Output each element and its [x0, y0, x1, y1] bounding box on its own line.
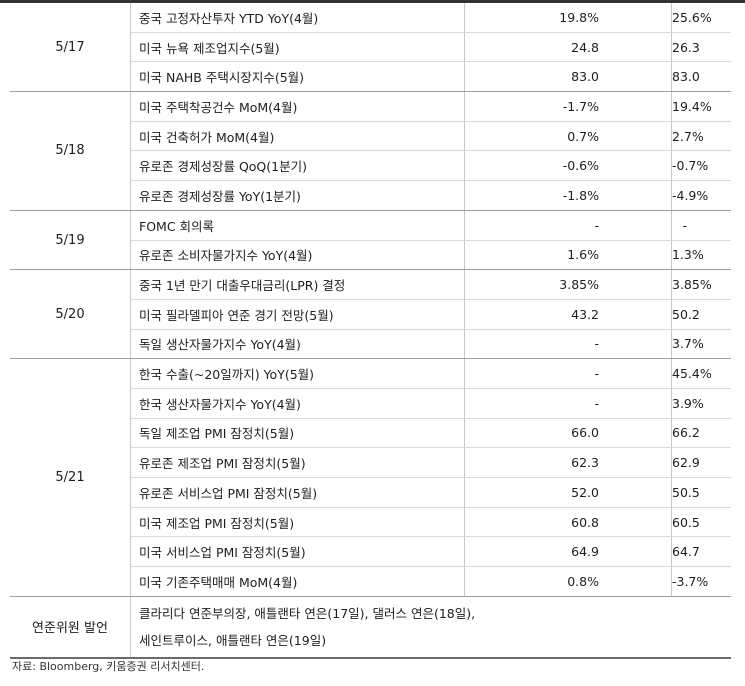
indicator-cell: 미국 주택착공건수 MoM(4월)	[130, 91, 465, 122]
date-cell: 5/18	[10, 91, 131, 211]
table-row: 미국 NAHB 주택시장지수(5월) 83.0 83.0	[10, 61, 731, 93]
table-row: 미국 제조업 PMI 잠정치(5월) 60.8 60.5	[10, 507, 731, 538]
previous-cell: -	[464, 329, 672, 360]
top-rule	[0, 0, 745, 3]
consensus-cell: -0.7%	[671, 150, 731, 182]
table-row: 독일 생산자물가지수 YoY(4월) - 3.7%	[10, 329, 731, 360]
table-row: 5/21 한국 수출(~20일까지) YoY(5월) - 45.4%	[10, 358, 731, 597]
table-row: 5/18 미국 주택착공건수 MoM(4월) -1.7% 19.4%	[10, 91, 731, 211]
date-cell: 5/21	[10, 358, 131, 597]
table-row: 유로존 제조업 PMI 잠정치(5월) 62.3 62.9	[10, 447, 731, 478]
indicator-cell: 유로존 경제성장률 QoQ(1분기)	[130, 150, 465, 182]
previous-cell: 19.8%	[464, 3, 672, 33]
consensus-cell: 3.7%	[671, 329, 731, 360]
table-row: 미국 건축허가 MoM(4월) 0.7% 2.7%	[10, 121, 731, 152]
consensus-cell: 3.85%	[671, 269, 731, 300]
previous-cell: 66.0	[464, 418, 672, 449]
indicator-cell: 미국 건축허가 MoM(4월)	[130, 121, 465, 152]
indicator-cell: 한국 수출(~20일까지) YoY(5월)	[130, 358, 465, 389]
table-row: 미국 뉴욕 제조업지수(5월) 24.8 26.3	[10, 32, 731, 63]
consensus-cell: 83.0	[671, 61, 731, 93]
previous-cell: 83.0	[464, 61, 672, 93]
table-row: 유로존 경제성장률 YoY(1분기) -1.8% -4.9%	[10, 180, 731, 211]
table-row: 한국 생산자물가지수 YoY(4월) - 3.9%	[10, 388, 731, 419]
indicator-cell: 유로존 소비자물가지수 YoY(4월)	[130, 240, 465, 271]
table-row: 독일 제조업 PMI 잠정치(5월) 66.0 66.2	[10, 418, 731, 449]
indicator-cell: 미국 뉴욕 제조업지수(5월)	[130, 32, 465, 63]
indicator-cell: 독일 제조업 PMI 잠정치(5월)	[130, 418, 465, 449]
indicator-cell: 미국 NAHB 주택시장지수(5월)	[130, 61, 465, 93]
indicator-cell: 미국 필라델피아 연준 경기 전망(5월)	[130, 299, 465, 330]
previous-cell: -0.6%	[464, 150, 672, 182]
source-note: 자료: Bloomberg, 키움증권 리서치센터.	[12, 660, 205, 673]
previous-cell: 60.8	[464, 507, 672, 538]
consensus-cell: 19.4%	[671, 91, 731, 122]
fed-speakers-line: 클라리다 연준부의장, 애틀랜타 연은(17일), 댈러스 연은(18일),	[139, 605, 476, 621]
consensus-cell: 60.5	[671, 507, 731, 538]
previous-cell: -1.8%	[464, 180, 672, 211]
consensus-cell: 45.4%	[671, 358, 731, 389]
date-cell: 5/19	[10, 210, 131, 271]
table-row: 5/17 중국 고정자산투자 YTD YoY(4월) 19.8% 25.6%	[10, 3, 731, 93]
date-cell: 5/20	[10, 269, 131, 360]
consensus-cell: -3.7%	[671, 566, 731, 597]
indicator-cell: 유로존 서비스업 PMI 잠정치(5월)	[130, 477, 465, 508]
indicator-cell: 유로존 경제성장률 YoY(1분기)	[130, 180, 465, 211]
previous-cell: 0.8%	[464, 566, 672, 597]
consensus-cell: 3.9%	[671, 388, 731, 419]
indicator-cell: 중국 1년 만기 대출우대금리(LPR) 결정	[130, 269, 465, 300]
fed-speakers-row: 연준위원 발언 클라리다 연준부의장, 애틀랜타 연은(17일), 댈러스 연은…	[10, 596, 731, 659]
previous-cell: 1.6%	[464, 240, 672, 271]
table-row: 5/20 중국 1년 만기 대출우대금리(LPR) 결정 3.85% 3.85%	[10, 269, 731, 360]
fed-speakers-line: 세인트루이스, 애틀랜타 연은(19일)	[139, 632, 327, 648]
previous-cell: 62.3	[464, 447, 672, 478]
fed-speakers-label: 연준위원 발언	[10, 596, 131, 659]
previous-cell: -	[464, 388, 672, 419]
table-row: 미국 필라델피아 연준 경기 전망(5월) 43.2 50.2	[10, 299, 731, 330]
previous-cell: -	[464, 358, 672, 389]
previous-cell: 52.0	[464, 477, 672, 508]
table-row: 유로존 서비스업 PMI 잠정치(5월) 52.0 50.5	[10, 477, 731, 508]
date-cell: 5/17	[10, 3, 131, 93]
indicator-cell: 중국 고정자산투자 YTD YoY(4월)	[130, 3, 465, 33]
previous-cell: 3.85%	[464, 269, 672, 300]
table-row: 미국 기존주택매매 MoM(4월) 0.8% -3.7%	[10, 566, 731, 597]
indicator-cell: 미국 기존주택매매 MoM(4월)	[130, 566, 465, 597]
previous-cell: 0.7%	[464, 121, 672, 152]
previous-cell: -1.7%	[464, 91, 672, 122]
previous-cell: 24.8	[464, 32, 672, 63]
consensus-cell: 66.2	[671, 418, 731, 449]
fed-speakers-text: 클라리다 연준부의장, 애틀랜타 연은(17일), 댈러스 연은(18일), 세…	[130, 596, 731, 659]
previous-cell: 43.2	[464, 299, 672, 330]
consensus-cell: -4.9%	[671, 180, 731, 211]
consensus-cell: -	[671, 210, 731, 241]
consensus-cell: 50.2	[671, 299, 731, 330]
table-row: 유로존 소비자물가지수 YoY(4월) 1.6% 1.3%	[10, 240, 731, 271]
table-row: 미국 서비스업 PMI 잠정치(5월) 64.9 64.7	[10, 536, 731, 568]
table-row: 유로존 경제성장률 QoQ(1분기) -0.6% -0.7%	[10, 150, 731, 182]
previous-cell: -	[464, 210, 672, 241]
consensus-cell: 26.3	[671, 32, 731, 63]
previous-cell: 64.9	[464, 536, 672, 568]
consensus-cell: 25.6%	[671, 3, 731, 33]
consensus-cell: 62.9	[671, 447, 731, 478]
economic-calendar-table: 5/17 중국 고정자산투자 YTD YoY(4월) 19.8% 25.6% 미…	[10, 3, 731, 659]
indicator-cell: 미국 제조업 PMI 잠정치(5월)	[130, 507, 465, 538]
indicator-cell: 독일 생산자물가지수 YoY(4월)	[130, 329, 465, 360]
consensus-cell: 2.7%	[671, 121, 731, 152]
indicator-cell: 유로존 제조업 PMI 잠정치(5월)	[130, 447, 465, 478]
indicator-cell: 미국 서비스업 PMI 잠정치(5월)	[130, 536, 465, 568]
indicator-cell: 한국 생산자물가지수 YoY(4월)	[130, 388, 465, 419]
consensus-cell: 1.3%	[671, 240, 731, 271]
table-row: 5/19 FOMC 회의록 - -	[10, 210, 731, 271]
consensus-cell: 50.5	[671, 477, 731, 508]
consensus-cell: 64.7	[671, 536, 731, 568]
indicator-cell: FOMC 회의록	[130, 210, 465, 241]
